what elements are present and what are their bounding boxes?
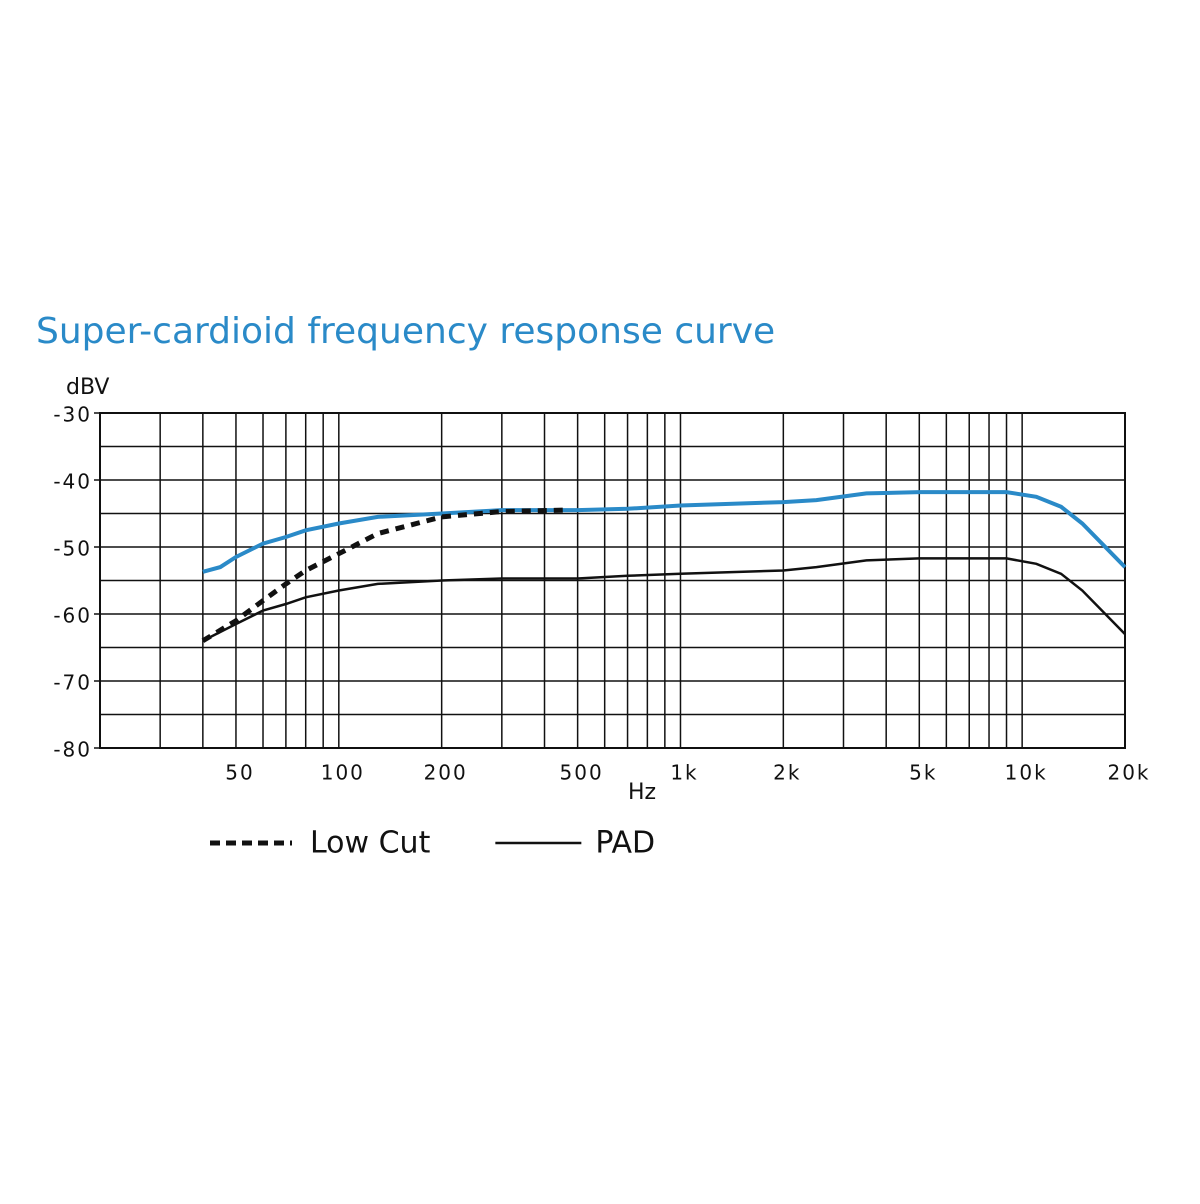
x-axis-label: Hz [628, 780, 656, 805]
y-tick-label: -70 [53, 671, 92, 695]
y-tick-label: -80 [53, 738, 92, 762]
x-tick-label: 5k [909, 761, 937, 785]
x-tick-label: 2k [773, 761, 801, 785]
y-tick-label: -50 [53, 537, 92, 561]
y-tick-label: -40 [53, 470, 92, 494]
y-tick-label: -60 [53, 604, 92, 628]
x-tick-label: 10k [1005, 761, 1048, 785]
chart-title: Super-cardioid frequency response curve [36, 311, 775, 352]
series-line [202, 490, 1127, 574]
x-tick-label: 100 [321, 761, 365, 785]
x-tick-label: 1k [670, 761, 698, 785]
legend-label: PAD [595, 826, 655, 861]
legend-label: Low Cut [310, 826, 431, 861]
x-tick-label: 20k [1107, 761, 1150, 785]
x-tick-label: 200 [424, 761, 468, 785]
y-tick-label: -30 [53, 403, 92, 427]
series-line [202, 557, 1126, 642]
y-axis-label: dBV [66, 375, 109, 400]
x-tick-label: 50 [225, 761, 254, 785]
x-tick-label: 500 [560, 761, 604, 785]
series-line [201, 507, 566, 643]
